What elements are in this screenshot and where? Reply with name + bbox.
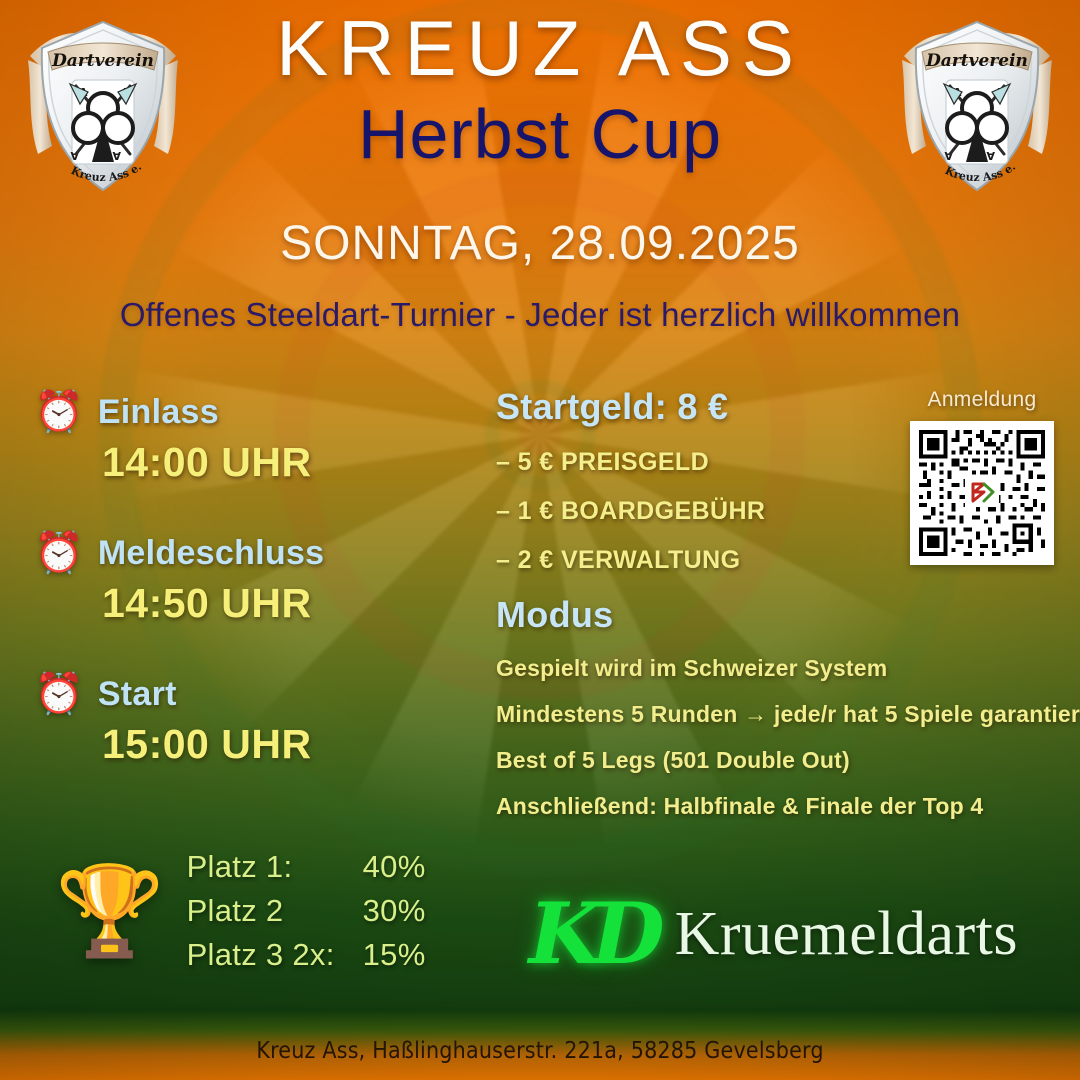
prize-share: 15% — [362, 937, 426, 972]
sponsor-logo: KD Kruemeldarts — [529, 892, 1018, 976]
modus-line: Anschließend: Halbfinale & Finale der To… — [496, 793, 984, 819]
schedule-time: 14:00 UHR — [102, 439, 312, 485]
prize-share: 40% — [362, 849, 426, 884]
entry-fee-section: Startgeld: 8 € – 5 € PREISGELD – 1 € BOA… — [496, 386, 926, 575]
prize-distribution: 🏆 Platz 1: 40% Platz 2 30% Platz 3 2x: 1… — [55, 845, 426, 977]
fee-line: – 5 € PREISGELD — [496, 448, 710, 476]
modus-line: Mindestens 5 Runden → jede/r hat 5 Spiel… — [496, 701, 1080, 727]
event-tagline: Offenes Steeldart-Turnier - Jeder ist he… — [119, 296, 961, 333]
alarm-clock-icon: ⏰ — [34, 390, 84, 434]
schedule-label: Meldeschluss — [97, 533, 325, 572]
venue-address: Kreuz Ass, Haßlinghauserstr. 221a, 58285… — [256, 1038, 824, 1064]
table-row: Platz 1: 40% — [187, 845, 426, 889]
fee-line: – 2 € VERWALTUNG — [496, 546, 741, 574]
table-row: Platz 3 2x: 15% — [187, 933, 426, 977]
registration-block[interactable]: Anmeldung — [902, 388, 1062, 565]
modus-line: Best of 5 Legs (501 Double Out) — [496, 747, 850, 773]
schedule-item-meldeschluss: ⏰ Meldeschluss 14:50 UHR — [34, 533, 434, 627]
prize-place: Platz 3 2x: — [186, 937, 335, 972]
schedule-label: Start — [97, 674, 177, 713]
qr-center-logo-icon — [965, 479, 999, 507]
schedule-label: Einlass — [97, 392, 219, 431]
schedule-time: 15:00 UHR — [102, 721, 312, 767]
trophy-icon: 🏆 — [55, 861, 165, 960]
alarm-clock-icon: ⏰ — [34, 672, 84, 716]
prize-table: Platz 1: 40% Platz 2 30% Platz 3 2x: 15% — [187, 845, 426, 977]
table-row: Platz 2 30% — [187, 889, 426, 933]
fee-line: – 1 € BOARDGEBÜHR — [496, 497, 766, 525]
page-subtitle: Herbst Cup — [357, 95, 723, 173]
event-date: SONNTAG, 28.09.2025 — [280, 217, 800, 270]
page-title: KREUZ ASS — [276, 4, 804, 92]
club-crest-left: Dartverein A A A A Kreuz — [14, 4, 188, 204]
schedule-item-einlass: ⏰ Einlass 14:00 UHR — [34, 392, 434, 486]
schedule-time: 14:50 UHR — [102, 580, 312, 626]
prize-place: Platz 2 — [186, 893, 284, 928]
sponsor-name: Kruemeldarts — [674, 899, 1018, 968]
crest-banner-text: Dartverein — [925, 51, 1028, 71]
alarm-clock-icon: ⏰ — [34, 531, 84, 575]
entry-fee-heading: Startgeld: 8 € — [496, 386, 729, 427]
schedule-item-start: ⏰ Start 15:00 UHR — [34, 674, 434, 768]
sponsor-monogram: KD — [528, 884, 665, 983]
svg-text:A: A — [944, 149, 953, 162]
crest-banner-text: Dartverein — [51, 51, 154, 71]
modus-line: Gespielt wird im Schweizer System — [496, 655, 888, 681]
svg-text:A: A — [112, 149, 121, 162]
schedule-list: ⏰ Einlass 14:00 UHR ⏰ Meldeschluss 14:50… — [34, 392, 434, 815]
club-crest-right: Dartverein A A A A Kreuz Ass e.V. — [888, 4, 1062, 204]
qr-code-icon[interactable] — [910, 421, 1054, 565]
prize-place: Platz 1: — [186, 849, 293, 884]
svg-text:A: A — [70, 149, 79, 162]
prize-share: 30% — [362, 893, 426, 928]
registration-caption: Anmeldung — [927, 388, 1037, 411]
modus-heading: Modus — [496, 594, 614, 635]
svg-text:A: A — [986, 149, 995, 162]
modus-section: Modus Gespielt wird im Schweizer System … — [496, 594, 1080, 820]
